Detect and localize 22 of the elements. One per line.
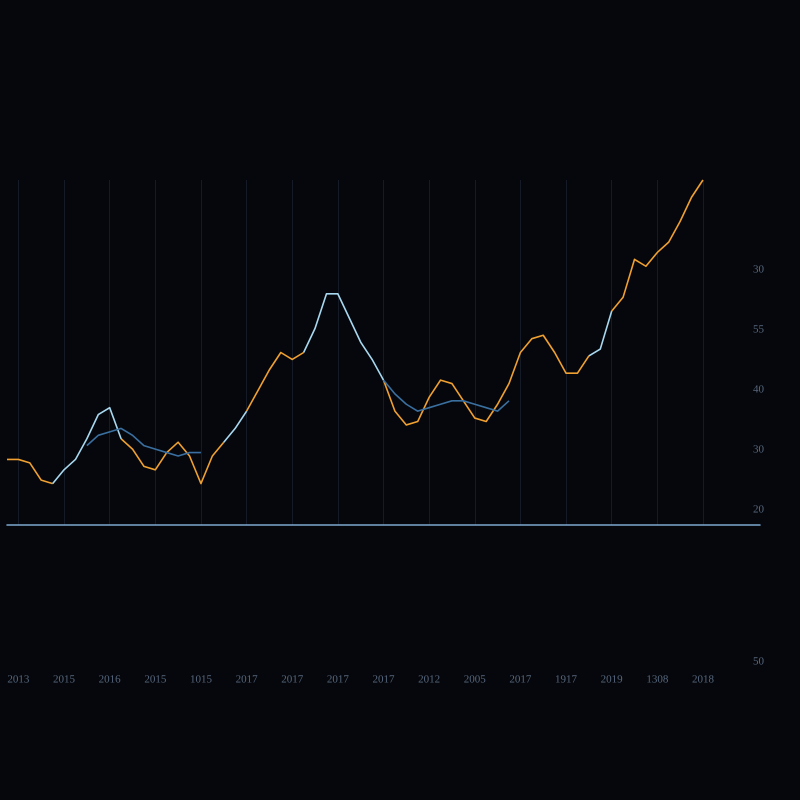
x-tick-label: 2015 [144, 674, 167, 686]
x-tick-label: 2017 [372, 674, 395, 686]
x-tick-label: 2016 [98, 674, 122, 686]
x-tick-label: 2012 [418, 674, 440, 686]
x-tick-label: 2017 [281, 674, 304, 686]
x-tick-label: 2017 [236, 674, 258, 686]
x-tick-label: 2018 [692, 674, 714, 686]
annotation: 30 [753, 444, 764, 456]
text: 50 [753, 656, 764, 668]
x-tick-label: 2005 [464, 674, 486, 686]
x-tick-label: 2013 [7, 674, 30, 686]
x-tick-label: 1917 [555, 674, 578, 686]
x-tick-label: 1308 [646, 674, 669, 686]
x-tick-label: 2019 [600, 674, 624, 686]
x-tick-label: 2017 [326, 674, 350, 686]
x-tick-label: 1015 [190, 674, 212, 686]
annotation: 30 [753, 264, 764, 276]
annotation: 40 [753, 384, 764, 396]
x-tick-label: 2015 [53, 674, 76, 686]
x-tick-label: 2017 [509, 674, 532, 686]
annotation: 20 [753, 504, 764, 516]
annotation: 55 [753, 324, 764, 336]
